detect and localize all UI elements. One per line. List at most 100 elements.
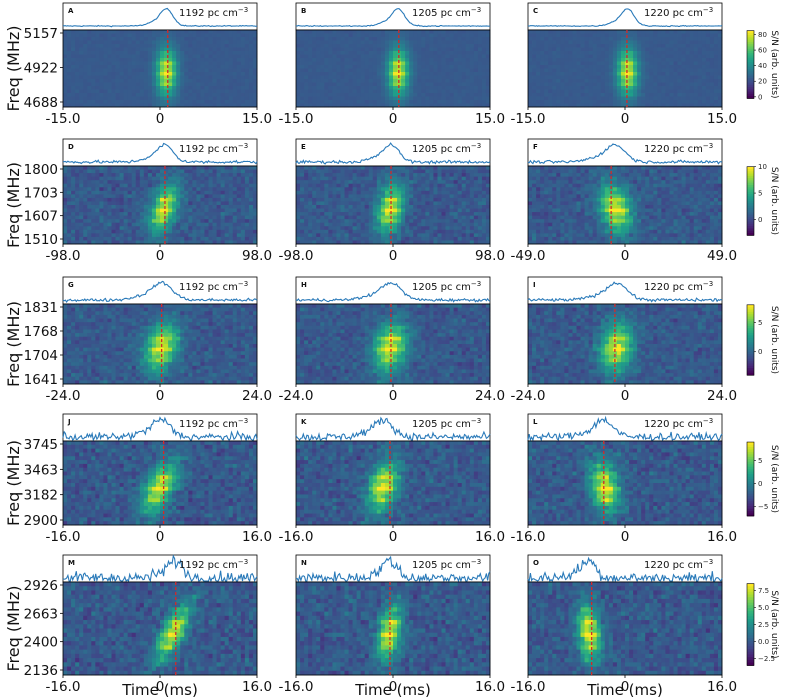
dynamic-spectrum-heatmap	[528, 582, 723, 676]
y-tick-label: 2900	[24, 513, 58, 529]
x-axis-label: Time (ms)	[586, 681, 663, 699]
dm-label: 1205 pc cm−3	[412, 6, 481, 19]
colorbar: −2.5 0.0 2.5 5.0 7.5 S/N (arb. units)	[746, 583, 779, 666]
pulse-profile-line	[295, 8, 491, 28]
y-tick-label: 1704	[24, 348, 58, 364]
pulse-profile-line	[62, 7, 258, 28]
dynamic-spectrum-heatmap	[296, 166, 491, 245]
x-tick-label: 16.0	[475, 529, 505, 545]
y-tick-label: 2663	[24, 606, 58, 622]
x-tick-label: 16.0	[242, 529, 272, 545]
figure-row-1: A 1192 pc cm−3 -15.0 0 15.0 5157 4922 4688 B 1205…	[4, 2, 779, 127]
x-tick-label: 0	[389, 529, 398, 545]
dm-label: 1220 pc cm−3	[644, 142, 713, 155]
y-axis-label: Freq (MHz)	[4, 25, 23, 111]
colorbar-tick-label: 5	[758, 319, 762, 327]
colorbar-tick-label: 0.0	[758, 638, 769, 646]
dynamic-spectrum-heatmap	[63, 582, 258, 676]
colorbar-label: S/N (arb. units)	[769, 30, 779, 98]
x-tick-label: -15.0	[511, 111, 546, 127]
dynamic-spectrum-heatmap	[296, 441, 491, 526]
x-tick-label: 0	[389, 679, 398, 695]
x-tick-label: -16.0	[279, 529, 314, 545]
y-tick-label: 5157	[24, 26, 58, 42]
colorbar-label: S/N (arb. units)	[769, 306, 779, 374]
colorbar-tick-label: 5	[758, 190, 762, 198]
panel-letter: E	[301, 143, 306, 151]
x-tick-label: 0	[156, 111, 165, 127]
y-tick-label: 4922	[24, 61, 58, 77]
dynamic-spectrum-heatmap	[296, 582, 491, 676]
colorbar: 0 5 10 S/N (arb. units)	[746, 163, 779, 236]
colorbar: −5 0 5 S/N (arb. units)	[746, 441, 779, 517]
panel-b: B 1205 pc cm−3 -15.0 0 15.0	[279, 2, 505, 127]
dynamic-spectrum-heatmap	[63, 30, 258, 108]
dm-label: 1205 pc cm−3	[412, 142, 481, 155]
pulse-profile-line	[62, 280, 258, 304]
x-axis-label: Time (ms)	[354, 681, 431, 699]
y-tick-label: 3745	[24, 437, 58, 453]
panel-letter: F	[533, 143, 538, 151]
panel-letter: L	[533, 418, 538, 426]
x-tick-label: -15.0	[279, 111, 314, 127]
colorbar-label: S/N (arb. units)	[769, 445, 779, 513]
figure-row-3: G 1192 pc cm−3 -24.0 0 24.0 1831 1768 1704 1641 H…	[4, 276, 779, 404]
x-tick-label: -98.0	[279, 248, 314, 264]
x-tick-label: 49.0	[707, 248, 737, 264]
x-tick-label: -16.0	[279, 679, 314, 695]
dynamic-spectrum-heatmap	[63, 166, 258, 245]
dm-label: 1192 pc cm−3	[179, 558, 248, 571]
colorbar-tick-label: −2.5	[758, 655, 775, 663]
colorbar-tick-label: 0	[758, 216, 762, 224]
panel-letter: M	[68, 559, 75, 567]
x-tick-label: 98.0	[242, 248, 272, 264]
figure-row-4: J 1192 pc cm−3 -16.0 0 16.0 3745 3463 3182 2900 K…	[4, 413, 779, 545]
dm-label: 1220 pc cm−3	[644, 6, 713, 19]
colorbar-tick-label: 0	[758, 480, 762, 488]
y-axis-label: Freq (MHz)	[4, 440, 23, 526]
y-axis-label: Freq (MHz)	[4, 162, 23, 248]
y-axis-label: Freq (MHz)	[4, 301, 23, 387]
y-tick-label: 1510	[24, 232, 58, 248]
dm-label: 1220 pc cm−3	[644, 558, 713, 571]
colorbar-tick-label: 0	[758, 93, 762, 101]
pulse-profile-line	[62, 416, 258, 442]
x-tick-label: -24.0	[511, 388, 546, 404]
x-tick-label: -16.0	[46, 529, 81, 545]
x-tick-label: -16.0	[511, 529, 546, 545]
dynamic-spectrum-heatmap	[63, 304, 258, 385]
x-tick-label: -49.0	[511, 248, 546, 264]
panel-f: F 1220 pc cm−3 -49.0 0 49.0	[511, 138, 737, 264]
dm-label: 1220 pc cm−3	[644, 280, 713, 293]
x-tick-label: 0	[156, 388, 165, 404]
dm-label: 1192 pc cm−3	[179, 6, 248, 19]
pulse-profile-line	[527, 556, 723, 584]
panel-o: O 1220 pc cm−3 -16.0 0 16.0	[511, 554, 737, 695]
dm-label: 1192 pc cm−3	[179, 280, 248, 293]
y-tick-label: 2926	[24, 578, 58, 594]
panel-letter: K	[301, 418, 307, 426]
colorbar-tick-label: 2.5	[758, 621, 769, 629]
panel-h: H 1205 pc cm−3 -24.0 0 24.0	[279, 276, 505, 404]
panel-letter: D	[68, 143, 74, 151]
y-tick-label: 1703	[24, 185, 58, 201]
y-tick-label: 1800	[24, 162, 58, 178]
colorbar-tick-label: 80	[758, 31, 767, 39]
pulse-profile-line	[295, 416, 491, 442]
y-tick-label: 1768	[24, 324, 58, 340]
colorbar-tick-label: 5	[758, 457, 762, 465]
panel-m: M 1192 pc cm−3 -16.0 0 16.0 2926 2663 2400 2136	[24, 554, 272, 695]
panel-letter: G	[68, 281, 74, 289]
panel-n: N 1205 pc cm−3 -16.0 0 16.0	[279, 554, 505, 695]
x-tick-label: -98.0	[46, 248, 81, 264]
dm-label: 1205 pc cm−3	[412, 558, 481, 571]
x-tick-label: -15.0	[46, 111, 81, 127]
colorbar-label: S/N (arb. units)	[769, 167, 779, 235]
x-tick-label: 0	[621, 529, 630, 545]
panel-letter: J	[67, 418, 71, 426]
x-tick-label: 0	[156, 679, 165, 695]
x-tick-label: 0	[621, 111, 630, 127]
dm-label: 1220 pc cm−3	[644, 417, 713, 430]
panel-g: G 1192 pc cm−3 -24.0 0 24.0 1831 1768 1704 1641	[24, 276, 272, 404]
x-tick-label: 24.0	[475, 388, 505, 404]
